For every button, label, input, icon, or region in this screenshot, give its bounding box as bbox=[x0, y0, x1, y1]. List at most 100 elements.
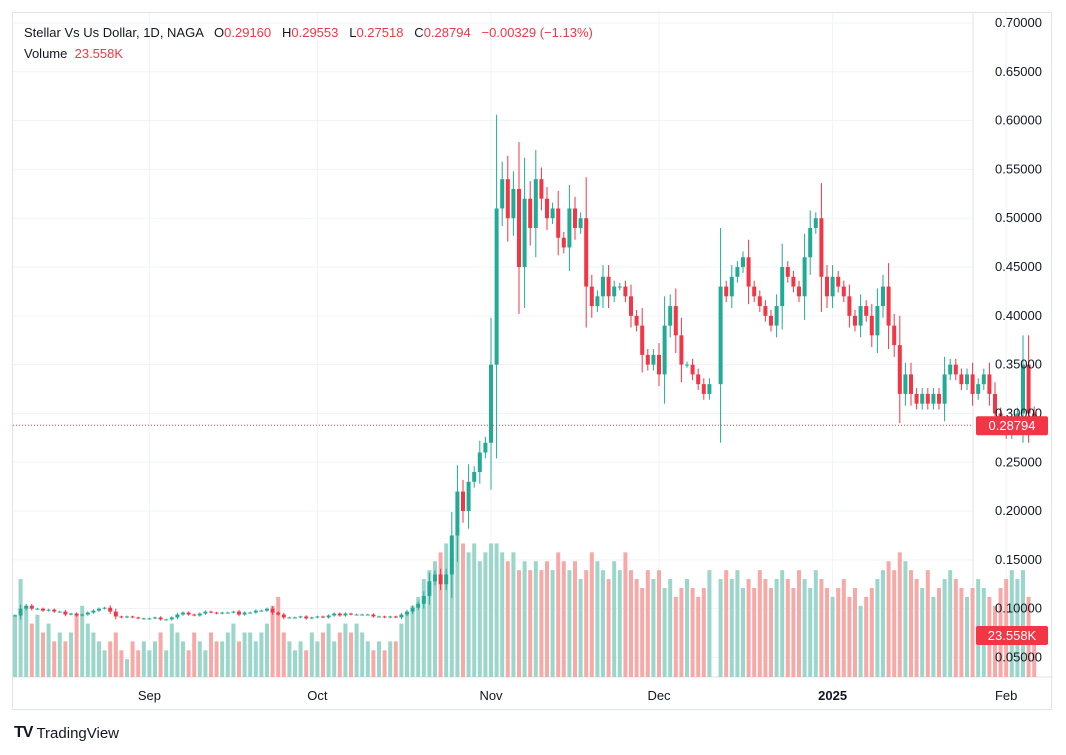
volume-bar bbox=[612, 561, 617, 677]
candle-body bbox=[701, 384, 706, 394]
candle-body bbox=[197, 613, 202, 616]
volume-bar bbox=[91, 632, 96, 677]
volume-bar bbox=[505, 561, 510, 677]
candle-body bbox=[640, 325, 645, 355]
symbol-title[interactable]: Stellar Vs Us Dollar, 1D, NAGA bbox=[24, 25, 204, 40]
candle-body bbox=[108, 607, 113, 612]
candle-body bbox=[808, 227, 813, 258]
high-value: 0.29553 bbox=[291, 25, 339, 40]
volume-bar bbox=[276, 596, 281, 677]
candle-body bbox=[696, 374, 701, 385]
volume-bar bbox=[466, 552, 471, 677]
candle-body bbox=[948, 364, 953, 375]
volume-bar bbox=[673, 596, 678, 677]
volume-bar bbox=[959, 587, 964, 677]
volume-bar bbox=[242, 632, 247, 677]
volume-value: 23.558K bbox=[74, 46, 124, 61]
candle-body bbox=[164, 619, 169, 621]
volume-bar bbox=[539, 570, 544, 677]
volume-bar bbox=[197, 641, 202, 677]
volume-bar bbox=[315, 641, 320, 677]
volume-bar bbox=[774, 579, 779, 677]
candle-body bbox=[645, 354, 650, 365]
volume-bar bbox=[57, 632, 62, 677]
volume-bar bbox=[517, 570, 521, 677]
volume-bar bbox=[349, 632, 353, 677]
volume-bar bbox=[707, 570, 712, 677]
volume-bar bbox=[377, 641, 381, 677]
volume-bar bbox=[645, 570, 650, 677]
candle-body bbox=[332, 613, 337, 616]
volume-bar bbox=[578, 579, 583, 677]
volume-bar bbox=[136, 650, 141, 677]
volume-bar bbox=[113, 632, 118, 677]
candle-body bbox=[393, 616, 398, 618]
volume-bar bbox=[701, 587, 706, 677]
volume-bar bbox=[489, 543, 493, 677]
candle-body bbox=[881, 286, 885, 307]
volume-bar bbox=[881, 570, 885, 677]
candle-body bbox=[466, 481, 471, 512]
volume-bar bbox=[595, 561, 600, 677]
price-tick-label: 0.20000 bbox=[995, 503, 1042, 518]
volume-bar bbox=[444, 543, 449, 677]
price-tick-label: 0.60000 bbox=[995, 113, 1042, 128]
volume-bar bbox=[657, 570, 661, 677]
volume-bar bbox=[763, 579, 768, 677]
volume-bar bbox=[931, 596, 936, 677]
time-axis[interactable]: SepOctNovDec2025FebMar bbox=[138, 688, 1053, 703]
volume-bar bbox=[640, 587, 645, 677]
candle-body bbox=[125, 616, 129, 618]
volume-bar bbox=[360, 632, 365, 677]
last-price-badge-label: 0.28794 bbox=[989, 418, 1036, 433]
volume-bar bbox=[405, 614, 409, 677]
candle-body bbox=[169, 617, 174, 620]
candle-body bbox=[276, 612, 281, 615]
volume-bar bbox=[556, 552, 561, 677]
candle-body bbox=[175, 614, 180, 618]
candle-body bbox=[869, 315, 874, 336]
tradingview-branding[interactable]: TV TradingView bbox=[14, 724, 119, 742]
candle-body bbox=[589, 286, 594, 307]
candle-body bbox=[237, 611, 241, 615]
volume-bar bbox=[253, 641, 258, 677]
candle-body bbox=[80, 614, 85, 616]
price-candles bbox=[13, 114, 1037, 621]
volume-bar bbox=[130, 641, 135, 677]
volume-bar bbox=[886, 561, 891, 677]
candle-body bbox=[914, 393, 919, 404]
volume-bar bbox=[203, 650, 208, 677]
volume-bar bbox=[696, 596, 701, 677]
volume-bar bbox=[847, 596, 852, 677]
candle-body bbox=[231, 611, 236, 613]
volume-label[interactable]: Volume bbox=[24, 46, 68, 61]
candle-body bbox=[657, 354, 661, 375]
tradingview-logo-icon: TV bbox=[14, 724, 33, 741]
candle-body bbox=[293, 617, 297, 619]
volume-bar bbox=[309, 632, 314, 677]
price-tick-label: 0.65000 bbox=[995, 64, 1042, 79]
high-label: H bbox=[281, 25, 292, 40]
volume-bar bbox=[808, 587, 813, 677]
brand-name: TradingView bbox=[36, 724, 119, 742]
price-axis[interactable]: 0.050000.100000.150000.200000.250000.300… bbox=[995, 15, 1042, 664]
volume-bar bbox=[29, 623, 34, 677]
volume-bar bbox=[259, 632, 264, 677]
chart-frame: 0.05000 0.10000 0.15000 0.20000 0.25000 0.300… bbox=[12, 12, 1053, 711]
volume-bar bbox=[410, 605, 415, 677]
candle-body bbox=[629, 296, 633, 316]
volume-bar bbox=[522, 561, 527, 677]
candle-body bbox=[942, 374, 947, 404]
time-tick-label: Nov bbox=[479, 688, 503, 703]
open-value: 0.29160 bbox=[224, 25, 272, 40]
chart-canvas[interactable]: 0.050000.100000.150000.200000.250000.300… bbox=[13, 13, 1053, 711]
candle-body bbox=[298, 616, 303, 618]
volume-bar bbox=[584, 570, 589, 677]
candle-body bbox=[825, 276, 829, 297]
volume-bar bbox=[875, 579, 880, 677]
candle-body bbox=[679, 335, 684, 365]
volume-bar bbox=[265, 623, 269, 677]
price-tick-label: 0.70000 bbox=[995, 15, 1042, 30]
candle-body bbox=[1021, 364, 1025, 414]
axis-badges: 0.28794 23.558K bbox=[976, 416, 1048, 645]
